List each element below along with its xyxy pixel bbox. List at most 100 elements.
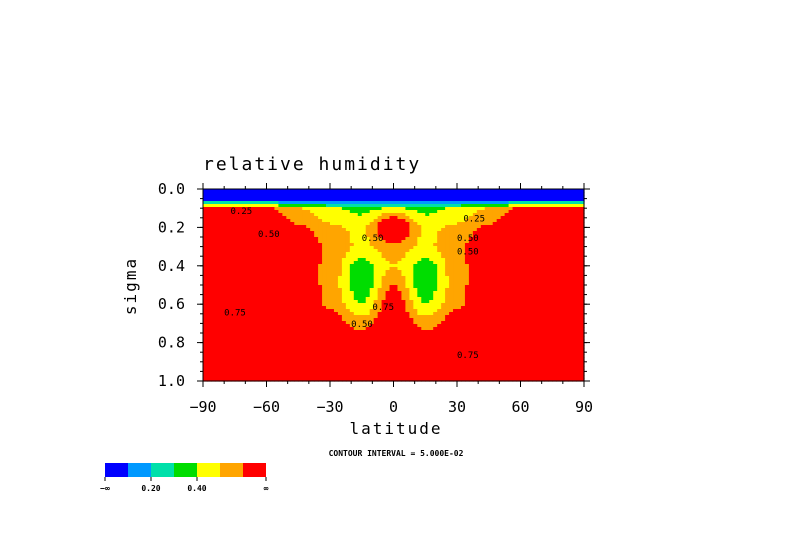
field-cell	[564, 306, 569, 310]
field-cell	[437, 303, 442, 307]
field-cell	[504, 261, 510, 265]
field-cell	[246, 327, 252, 331]
field-cell	[540, 336, 545, 340]
field-cell	[381, 297, 387, 301]
field-cell	[564, 255, 569, 259]
field-cell	[266, 243, 272, 247]
field-cell	[421, 201, 426, 205]
field-cell	[262, 216, 268, 220]
field-cell	[472, 192, 478, 196]
field-cell	[389, 315, 395, 319]
field-cell	[258, 228, 264, 232]
field-cell	[214, 333, 220, 337]
field-cell	[262, 324, 268, 328]
field-cell	[238, 189, 244, 193]
field-cell	[361, 327, 367, 331]
field-cell	[349, 276, 355, 280]
field-cell	[238, 225, 244, 229]
field-cell	[345, 243, 351, 247]
field-cell	[560, 291, 565, 295]
field-cell	[385, 327, 391, 331]
field-cell	[214, 318, 220, 322]
field-cell	[270, 237, 276, 241]
field-cell	[500, 321, 506, 325]
field-cell	[464, 201, 470, 205]
field-cell	[206, 324, 212, 328]
field-cell	[365, 234, 371, 238]
field-cell	[266, 237, 272, 241]
field-cell	[417, 240, 422, 244]
field-cell	[286, 255, 291, 259]
field-cell	[413, 279, 418, 283]
field-cell	[488, 216, 494, 220]
field-cell	[576, 282, 581, 286]
field-cell	[381, 321, 387, 325]
field-cell	[270, 243, 276, 247]
field-cell	[314, 294, 319, 298]
field-cell	[306, 231, 311, 235]
field-cell	[333, 288, 339, 292]
field-cell	[353, 201, 359, 205]
field-cell	[286, 300, 291, 304]
field-cell	[520, 258, 526, 262]
field-cell	[337, 219, 343, 223]
field-cell	[492, 243, 498, 247]
field-cell	[341, 228, 347, 232]
field-cell	[445, 306, 450, 310]
field-cell	[484, 306, 490, 310]
field-cell	[568, 234, 573, 238]
field-cell	[302, 336, 307, 340]
field-cell	[310, 222, 315, 226]
field-cell	[576, 279, 581, 283]
field-cell	[361, 258, 367, 262]
field-cell	[218, 318, 224, 322]
field-cell	[496, 303, 502, 307]
field-cell	[270, 300, 276, 304]
field-cell	[540, 285, 545, 289]
field-cell	[500, 231, 506, 235]
field-cell	[353, 288, 359, 292]
field-cell	[214, 195, 220, 199]
field-cell	[437, 315, 442, 319]
field-cell	[286, 234, 291, 238]
field-cell	[552, 309, 557, 313]
field-cell	[337, 261, 343, 265]
field-cell	[250, 282, 256, 286]
field-cell	[536, 312, 541, 316]
field-cell	[476, 195, 482, 199]
field-cell	[564, 219, 569, 223]
field-cell	[441, 294, 446, 298]
field-cell	[488, 234, 494, 238]
field-cell	[437, 267, 442, 271]
field-cell	[433, 273, 438, 277]
field-cell	[437, 258, 442, 262]
field-cell	[476, 324, 482, 328]
field-cell	[337, 309, 343, 313]
field-cell	[540, 204, 545, 208]
field-cell	[242, 330, 248, 334]
field-cell	[560, 312, 565, 316]
field-cell	[504, 225, 510, 229]
field-cell	[429, 195, 434, 199]
field-cell	[254, 231, 260, 235]
field-cell	[278, 222, 283, 226]
field-cell	[421, 204, 426, 208]
field-cell	[568, 207, 573, 211]
field-cell	[480, 285, 486, 289]
field-cell	[333, 219, 339, 223]
field-cell	[496, 276, 502, 280]
field-cell	[318, 192, 323, 196]
field-cell	[341, 243, 347, 247]
field-cell	[516, 312, 522, 316]
field-cell	[401, 201, 407, 205]
field-cell	[203, 204, 208, 208]
field-cell	[262, 294, 268, 298]
field-cell	[540, 207, 545, 211]
field-cell	[330, 216, 335, 220]
field-cell	[250, 309, 256, 313]
field-cell	[385, 315, 391, 319]
field-cell	[274, 189, 280, 193]
field-cell	[397, 267, 403, 271]
field-cell	[472, 231, 478, 235]
field-cell	[262, 225, 268, 229]
